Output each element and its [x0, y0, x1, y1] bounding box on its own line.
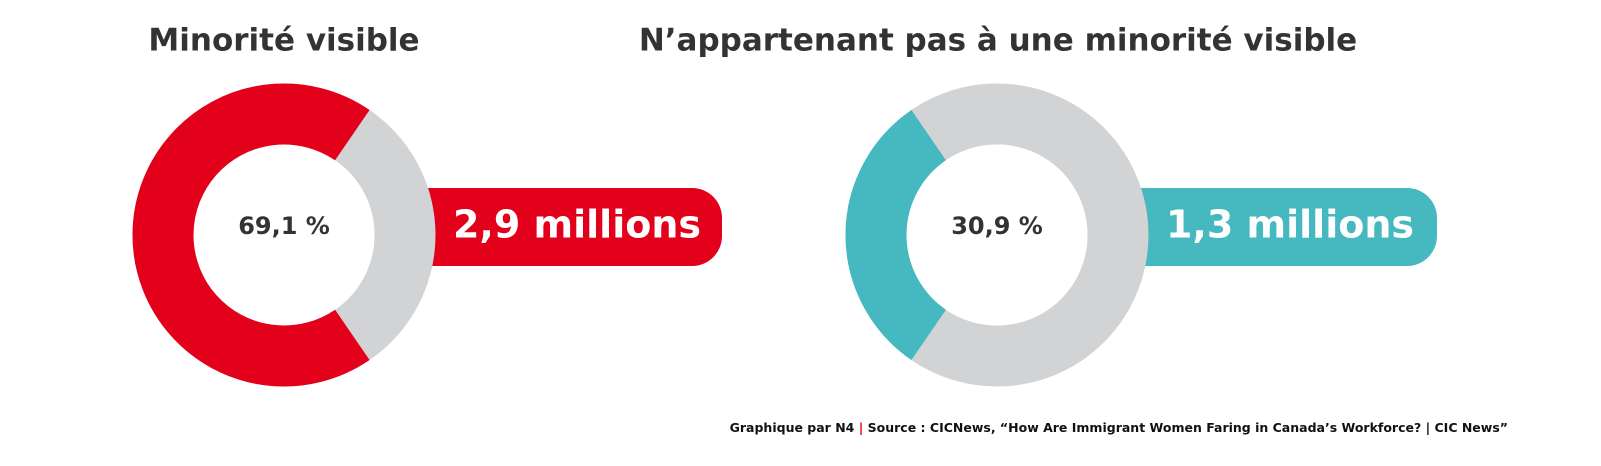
- chart-title: Minorité visible: [148, 23, 419, 59]
- center-label: 30,9 %: [951, 212, 1043, 240]
- footer-credit: Graphique par N4: [730, 420, 855, 435]
- chart-title: N’appartenant pas à une minorité visible: [639, 23, 1357, 59]
- donut-segment: [845, 109, 947, 361]
- donut-hole: [906, 144, 1088, 326]
- donut-segment: [132, 83, 370, 387]
- footer: Graphique par N4 | Source : CICNews, “Ho…: [730, 420, 1508, 435]
- footer-separator: |: [859, 420, 864, 435]
- center-label: 69,1 %: [238, 212, 330, 240]
- callout-pill: [380, 188, 722, 266]
- donut-hole: [193, 144, 375, 326]
- callout-text: 2,9 millions: [453, 203, 701, 247]
- callout-pill: [1090, 188, 1437, 266]
- callout-text: 1,3 millions: [1166, 203, 1414, 247]
- footer-source: Source : CICNews, “How Are Immigrant Wom…: [868, 420, 1508, 435]
